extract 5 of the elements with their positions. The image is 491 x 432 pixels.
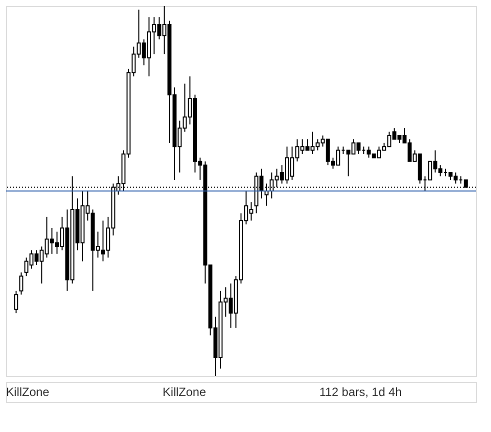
candlestick [19, 272, 24, 296]
text: KillZone [162, 385, 206, 399]
text: 112 bars, 1d 4h [319, 385, 402, 399]
candlestick [14, 290, 18, 314]
text: KillZone [6, 385, 50, 399]
